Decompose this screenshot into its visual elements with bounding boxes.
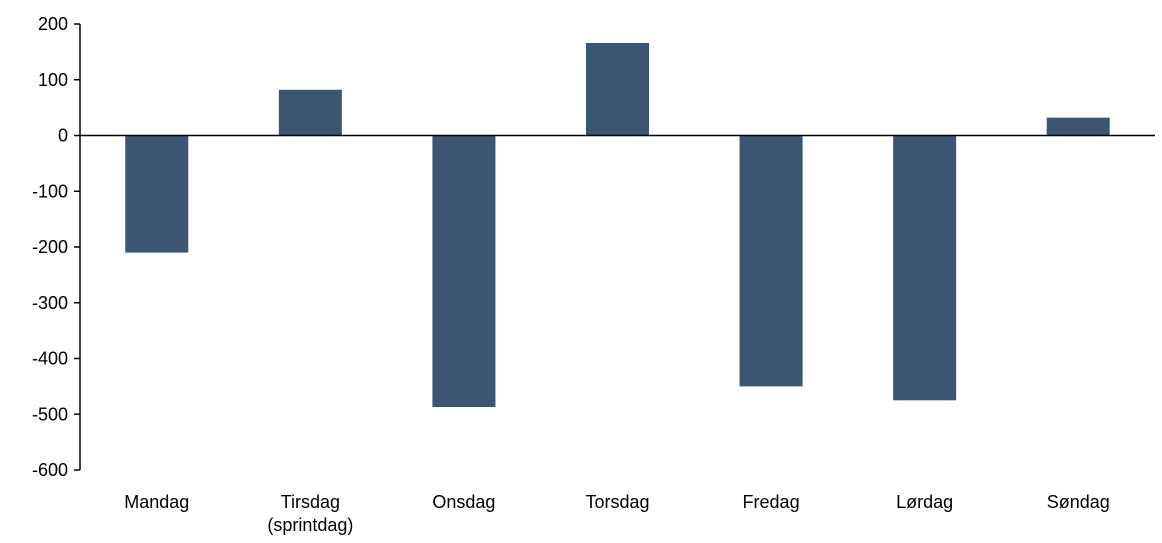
bar (586, 42, 649, 136)
y-tick-label: 100 (38, 70, 68, 90)
y-tick-label: 200 (38, 14, 68, 34)
y-tick-label: 0 (58, 126, 68, 146)
category-label-line: Onsdag (432, 492, 495, 512)
bar (1046, 117, 1110, 136)
category-label-line: Søndag (1047, 492, 1110, 512)
category-label: Fredag (743, 492, 800, 512)
category-label: Lørdag (896, 492, 953, 512)
category-label-line: (sprintdag) (267, 515, 353, 535)
y-tick-label: -400 (32, 349, 68, 369)
category-label-line: Fredag (743, 492, 800, 512)
bar (125, 135, 189, 253)
category-label-line: Mandag (124, 492, 189, 512)
category-label-line: Torsdag (585, 492, 649, 512)
category-label: Tirsdag (sprintdag) (267, 492, 353, 535)
y-tick-label: -600 (32, 460, 68, 480)
category-label: Onsdag (432, 492, 495, 512)
y-tick-label: -500 (32, 404, 68, 424)
category-label: Søndag (1047, 492, 1110, 512)
y-tick-label: -300 (32, 293, 68, 313)
category-label: Torsdag (585, 492, 649, 512)
bar (739, 135, 803, 387)
bar (278, 89, 342, 136)
bar (432, 135, 496, 408)
category-label: Mandag (124, 492, 189, 512)
bar (893, 135, 957, 401)
bars (125, 42, 1110, 408)
category-label-line: Lørdag (896, 492, 953, 512)
category-label-line: Tirsdag (281, 492, 340, 512)
y-axis: 200 100 0 -100 -200 -300 -400 -500 -600 (32, 14, 81, 480)
y-tick-label: -200 (32, 237, 68, 257)
y-tick-label: -100 (32, 181, 68, 201)
category-labels: Mandag Tirsdag (sprintdag) Onsdag Torsdag Fre… (124, 492, 1109, 535)
